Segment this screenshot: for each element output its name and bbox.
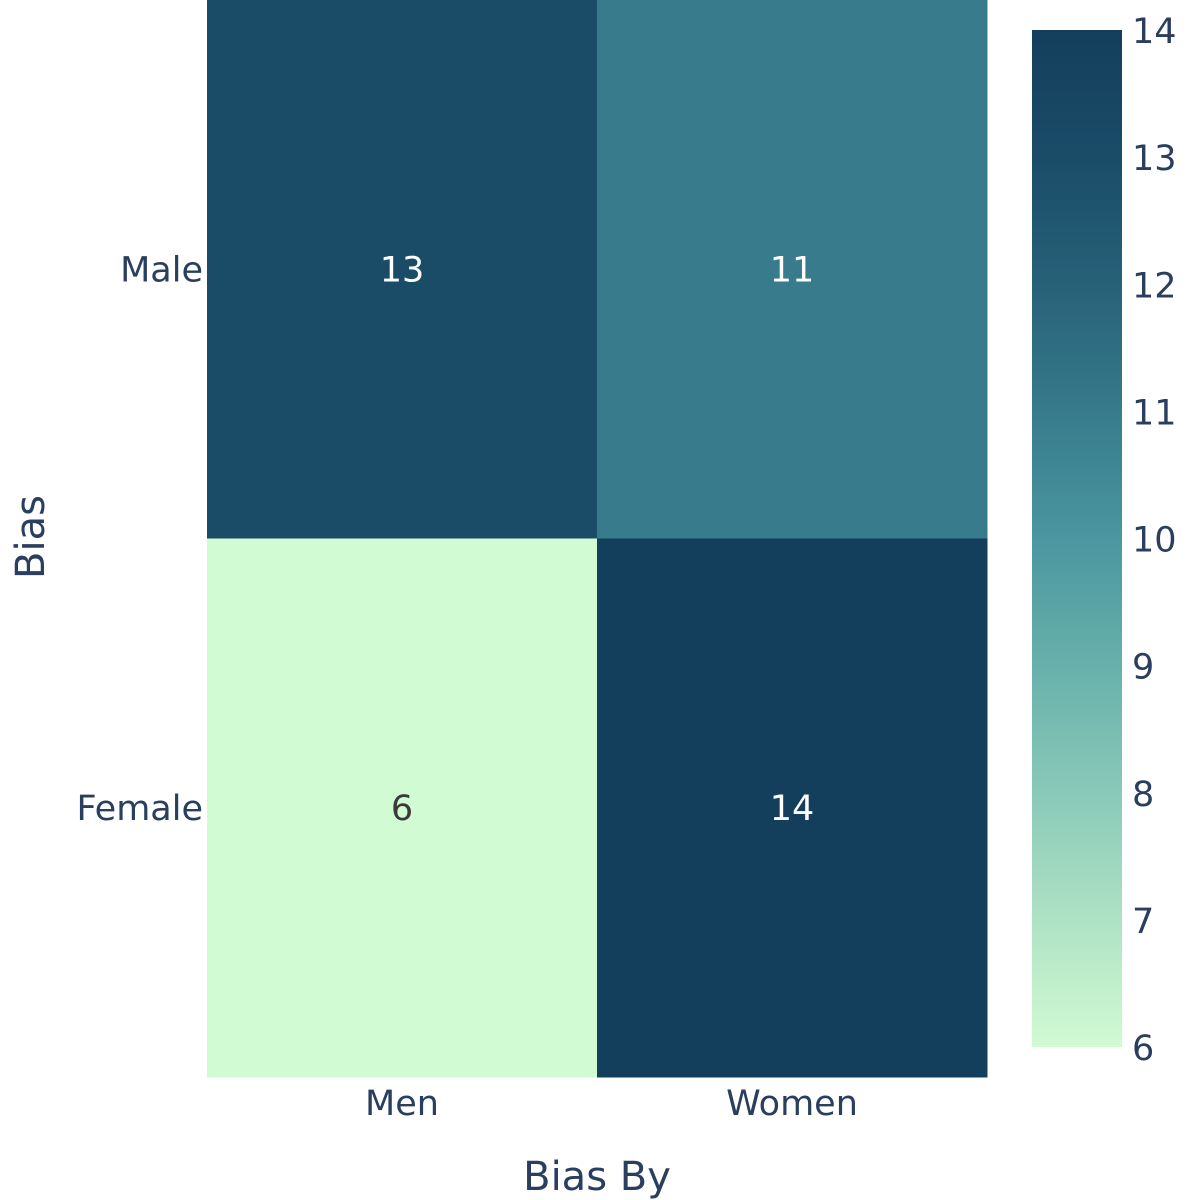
cell-value-label: 14	[770, 789, 815, 829]
colorbar-tick-label: 10	[1132, 521, 1177, 561]
colorbar-gradient	[1032, 30, 1122, 1047]
heatmap-cell-female-men	[207, 538, 598, 1078]
heatmap-cell-male-women	[597, 0, 988, 539]
colorbar-ticks: 6 7 8 9 10 11 12 13 14	[1132, 12, 1177, 1069]
x-tick-label: Women	[726, 1084, 858, 1124]
cell-value-label: 11	[770, 250, 815, 290]
y-tick-label: Male	[120, 250, 203, 290]
x-axis-ticks: Men Women	[365, 1084, 858, 1124]
colorbar-tick-label: 11	[1132, 393, 1177, 433]
colorbar-tick-label: 7	[1132, 902, 1154, 942]
cell-value-label: 6	[391, 789, 413, 829]
colorbar-tick-label: 8	[1132, 775, 1154, 815]
y-axis-ticks: Male Female	[76, 250, 203, 829]
cell-value-label: 13	[380, 250, 425, 290]
y-tick-label: Female	[76, 789, 203, 829]
colorbar-tick-label: 9	[1132, 648, 1154, 688]
colorbar-tick-label: 13	[1132, 139, 1177, 179]
colorbar: 6 7 8 9 10 11 12 13 14	[1032, 12, 1177, 1069]
colorbar-tick-label: 14	[1132, 12, 1177, 52]
x-axis-title: Bias By	[523, 1154, 671, 1200]
y-axis-title: Bias	[8, 495, 54, 579]
heatmap-cell-male-men	[207, 0, 598, 539]
colorbar-tick-label: 12	[1132, 266, 1177, 306]
x-tick-label: Men	[365, 1084, 439, 1124]
colorbar-tick-label: 6	[1132, 1029, 1154, 1069]
heatmap-cell-labels: 13 11 6 14	[380, 250, 815, 829]
heatmap-cells	[207, 0, 988, 1078]
heatmap-cell-female-women	[597, 538, 988, 1078]
